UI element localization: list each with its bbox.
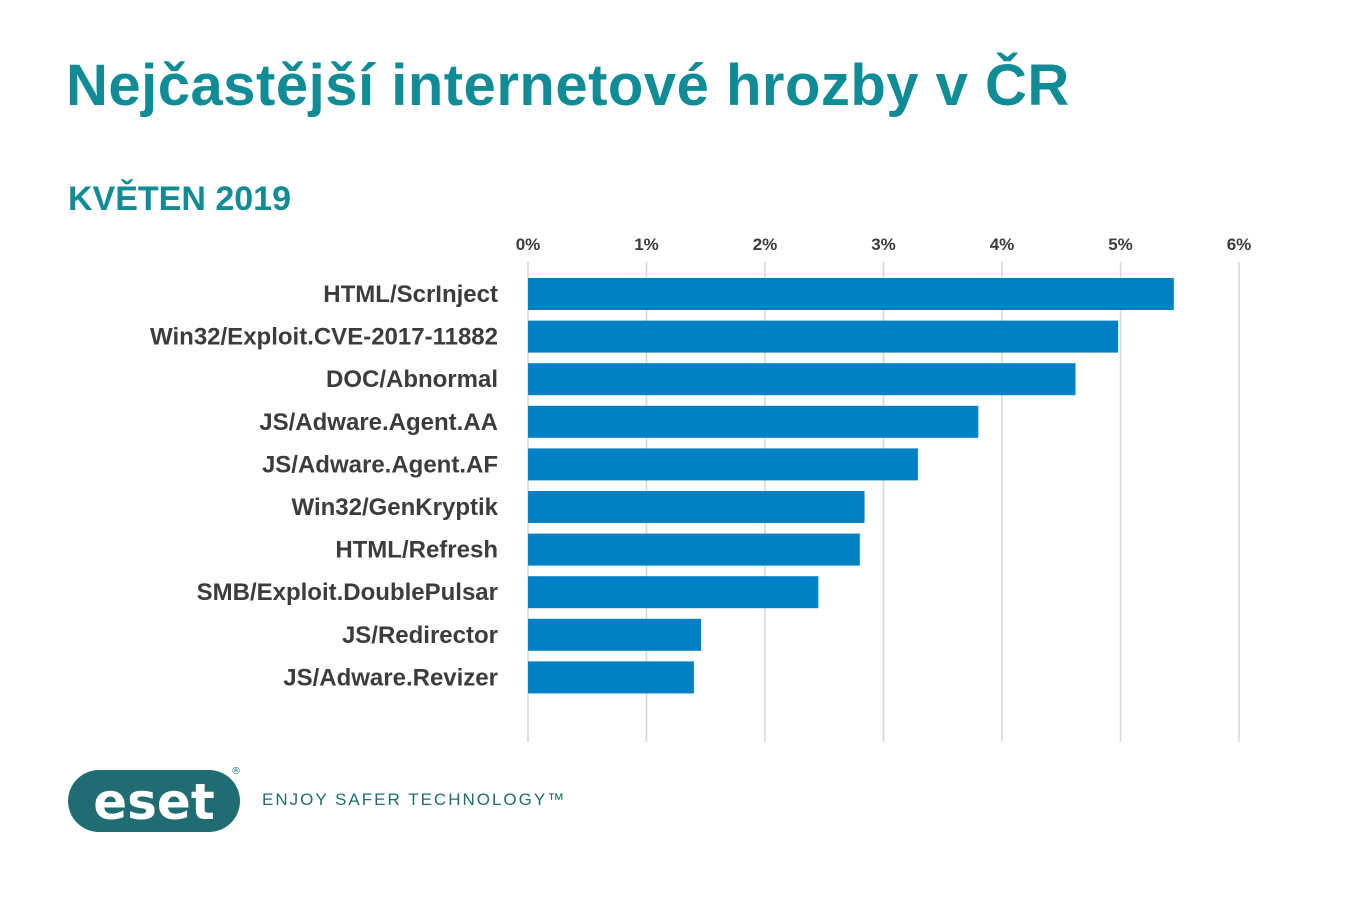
x-axis-ticks: 0% 1% 2% 3% 4% 5% 6% (516, 235, 1252, 254)
chart-subtitle: KVĚTEN 2019 (68, 180, 291, 218)
category-label: SMB/Exploit.DoublePulsar (197, 579, 498, 606)
bar (528, 491, 865, 523)
category-label: DOC/Abnormal (326, 366, 498, 393)
bar (528, 363, 1076, 396)
category-label: JS/Redirector (342, 622, 498, 649)
category-label: JS/Adware.Revizer (283, 664, 498, 691)
category-labels: HTML/ScrInject Win32/Exploit.CVE-2017-118… (150, 281, 499, 691)
category-label: Win32/GenKryptik (292, 494, 499, 521)
bar (528, 278, 1174, 310)
bar (528, 661, 694, 694)
bar (528, 576, 819, 609)
x-tick-label: 2% (753, 235, 778, 254)
tagline: ENJOY SAFER TECHNOLOGY™ (262, 790, 567, 809)
bar (528, 405, 979, 438)
bar (528, 320, 1119, 353)
logo-wordmark: eset (93, 773, 214, 831)
logo-badge (68, 770, 240, 832)
x-tick-label: 1% (634, 235, 659, 254)
x-tick-label: 4% (990, 235, 1015, 254)
x-tick-label: 5% (1108, 235, 1133, 254)
x-tick-label: 0% (516, 235, 541, 254)
eset-logo: eset ® (66, 766, 244, 841)
category-label: HTML/Refresh (335, 537, 498, 564)
bar (528, 618, 702, 651)
category-label: JS/Adware.Agent.AA (259, 409, 498, 436)
category-label: JS/Adware.Agent.AF (262, 451, 498, 478)
bars (528, 278, 1174, 694)
chart-title: Nejčastější internetové hrozby v ČR (66, 53, 1070, 118)
x-tick-label: 3% (871, 235, 896, 254)
bar (528, 448, 918, 481)
x-tick-label: 6% (1227, 235, 1252, 254)
registered-mark: ® (231, 766, 241, 777)
category-label: Win32/Exploit.CVE-2017-11882 (150, 324, 498, 351)
category-label: HTML/ScrInject (323, 281, 498, 308)
bar (528, 533, 860, 566)
